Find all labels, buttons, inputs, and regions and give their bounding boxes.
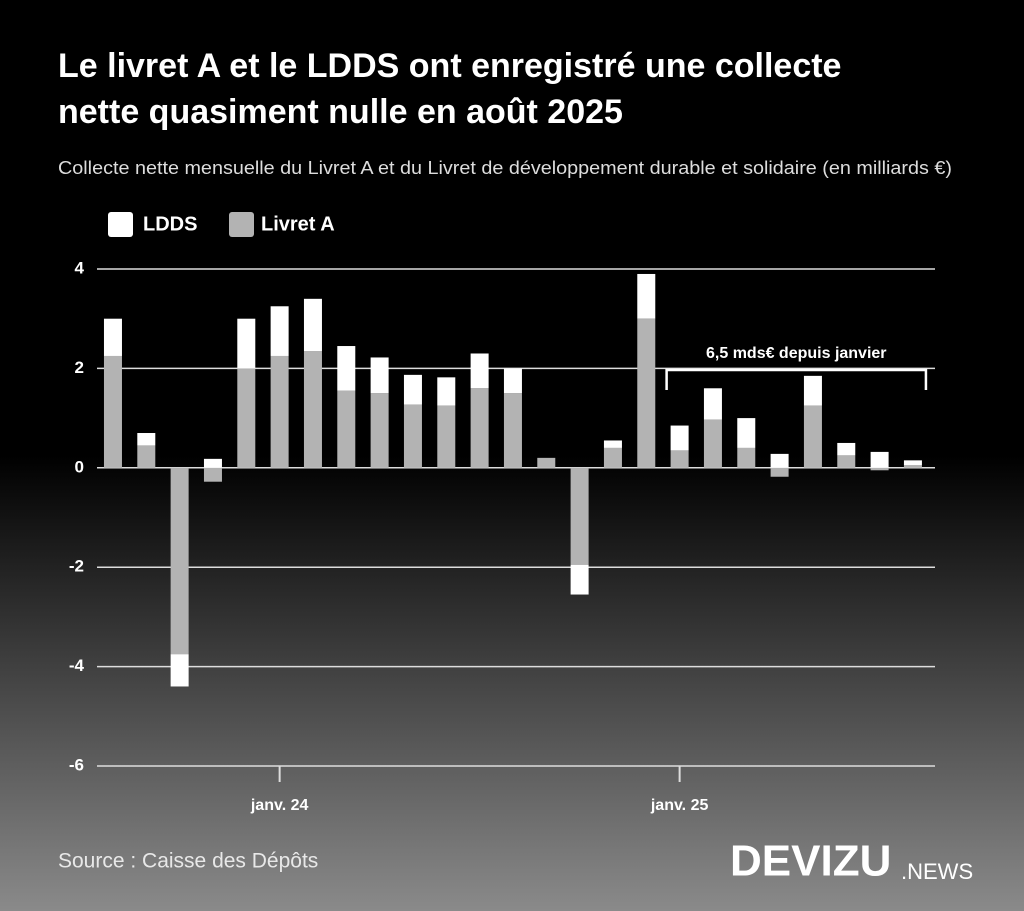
bar-segment bbox=[803, 375, 822, 406]
bar-segment bbox=[903, 465, 922, 468]
bar-segment bbox=[237, 368, 256, 468]
source: Source : Caisse des Dépôts bbox=[58, 850, 318, 873]
bar-segment bbox=[437, 405, 456, 468]
bar-segment bbox=[203, 458, 222, 468]
bar-segment bbox=[337, 346, 356, 391]
legend-swatch bbox=[229, 212, 254, 237]
bar-segment bbox=[237, 318, 256, 369]
bar-segment bbox=[637, 318, 656, 468]
bar-segment bbox=[103, 355, 122, 468]
bar-segment bbox=[637, 273, 656, 319]
annotation: 6,5 mds€ depuis janvier bbox=[706, 345, 887, 362]
bar-segment bbox=[737, 418, 756, 448]
x-tick-label: janv. 24 bbox=[250, 797, 309, 814]
bar-segment bbox=[870, 467, 889, 471]
bar-segment bbox=[503, 393, 522, 468]
bar-segment bbox=[737, 447, 756, 468]
bar-segment bbox=[703, 388, 722, 420]
x-tick-label: janv. 25 bbox=[650, 797, 709, 814]
bar-segment bbox=[503, 368, 522, 394]
bar-segment bbox=[170, 467, 189, 655]
y-tick-label: -4 bbox=[69, 656, 85, 675]
bar-segment bbox=[770, 467, 789, 477]
bar-segment bbox=[337, 390, 356, 468]
bar-segment bbox=[103, 318, 122, 356]
y-tick-label: 0 bbox=[75, 457, 84, 476]
annotation-bracket bbox=[665, 368, 928, 390]
chart-title: nette quasiment nulle en août 2025 bbox=[58, 93, 623, 131]
bar-segment bbox=[603, 440, 622, 448]
bar-segment bbox=[303, 351, 322, 468]
legend-swatch bbox=[108, 212, 133, 237]
y-tick-label: 2 bbox=[75, 358, 84, 377]
bar-segment bbox=[837, 442, 856, 456]
bar-segment bbox=[137, 445, 156, 468]
bar-segment bbox=[370, 393, 389, 468]
bar-segment bbox=[303, 298, 322, 352]
y-tick-label: -2 bbox=[69, 557, 84, 576]
chart-subtitle: Collecte nette mensuelle du Livret A et … bbox=[58, 158, 952, 178]
legend-label: LDDS bbox=[143, 213, 197, 235]
bar-segment bbox=[837, 455, 856, 468]
bar-segment bbox=[137, 433, 156, 446]
bar-segment bbox=[437, 377, 456, 406]
bar-segment bbox=[803, 405, 822, 468]
bar-segment bbox=[403, 374, 422, 405]
logo-suffix: .NEWS bbox=[901, 859, 973, 884]
bar-segment bbox=[470, 388, 489, 468]
bar-segment bbox=[270, 306, 289, 356]
chart-title: Le livret A et le LDDS ont enregistré un… bbox=[58, 47, 841, 85]
y-tick-label: -6 bbox=[69, 755, 84, 774]
bar-segment bbox=[870, 451, 889, 468]
bar-segment bbox=[370, 357, 389, 394]
logo: DEVIZU bbox=[730, 837, 891, 886]
bar-segment bbox=[170, 654, 189, 687]
bar-segment bbox=[603, 447, 622, 468]
bar-segment bbox=[703, 419, 722, 468]
bar-segment bbox=[670, 425, 689, 451]
bar-segment bbox=[537, 457, 556, 468]
bar-segment bbox=[903, 460, 922, 466]
bar-segment bbox=[203, 467, 222, 482]
bar-segment bbox=[670, 450, 689, 468]
bar-segment bbox=[770, 453, 789, 468]
bar-segment bbox=[570, 467, 589, 565]
bar-segment bbox=[570, 564, 589, 595]
bar-segment bbox=[270, 355, 289, 468]
bar-segment bbox=[470, 353, 489, 389]
bar-segment bbox=[403, 404, 422, 468]
legend-label: Livret A bbox=[261, 213, 335, 235]
y-tick-label: 4 bbox=[75, 258, 85, 277]
